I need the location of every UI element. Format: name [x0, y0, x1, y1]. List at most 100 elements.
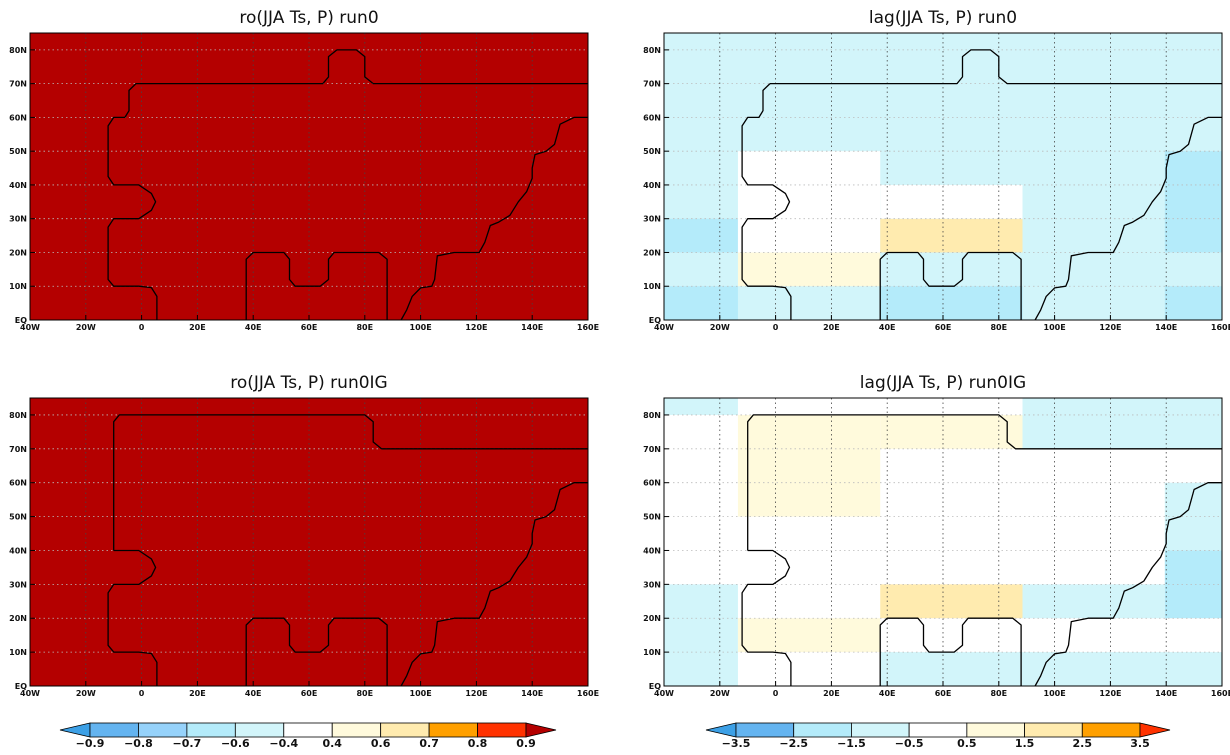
colorbar-segment [428, 722, 478, 738]
data-cell [737, 618, 881, 653]
x-tick-label: 0 [773, 689, 779, 698]
y-tick-label: 30N [9, 215, 27, 224]
data-cell [880, 652, 1023, 686]
colorbar-ro: −0.9 −0.8 −0.7 −0.6 −0.4 0.4 0.6 0.7 0.8 0.9 [59, 722, 557, 750]
colorbar-segment [966, 722, 1025, 738]
data-cell [737, 414, 881, 517]
data-cell [1164, 550, 1222, 619]
x-tick-label: 140E [521, 323, 543, 332]
panel-lag-run0ig: lag(JJA Ts, P) run0IG 40W 20W 0 20E 40E 60E 80E… [643, 373, 1230, 698]
x-tick-label: 60E [301, 689, 318, 698]
y-tick-label: EQ [15, 682, 27, 691]
colorbar-segment [793, 722, 852, 738]
colorbar-segment [59, 722, 91, 738]
y-tick-label: 20N [9, 614, 27, 623]
colorbar-segment [1139, 722, 1171, 738]
colorbar-segment [283, 722, 333, 738]
coastline [1034, 116, 1222, 321]
y-tick-label: 10N [643, 282, 661, 291]
x-tick-label: 0 [139, 689, 145, 698]
coastline [741, 83, 792, 320]
colorbar-segment [331, 722, 382, 738]
data-cell [664, 584, 738, 686]
data-cell [880, 286, 1023, 320]
x-tick-label: 60E [935, 323, 952, 332]
coastline [400, 116, 588, 321]
x-tick-label: 140E [1155, 689, 1177, 698]
colorbar-segment [735, 722, 795, 738]
y-tick-label: 10N [643, 648, 661, 657]
colorbar-segment [705, 722, 737, 738]
data-cell [664, 398, 738, 415]
colorbar-label: −0.4 [269, 737, 298, 750]
y-tick-label: 30N [643, 215, 661, 224]
y-tick-label: 50N [643, 147, 661, 156]
x-tick-label: 120E [465, 689, 487, 698]
y-tick-label: 40N [643, 181, 661, 190]
data-cell [880, 584, 1023, 619]
x-tick-label: 40E [245, 689, 262, 698]
x-tick-label: 160E [577, 689, 599, 698]
x-tick-label: 160E [1211, 323, 1230, 332]
y-tick-label: EQ [649, 682, 661, 691]
colorbar-segment [186, 722, 236, 738]
colorbar-label: 0.4 [322, 737, 342, 750]
y-tick-label: 20N [643, 614, 661, 623]
y-tick-label: 80N [643, 411, 661, 420]
colorbar-lag: −3.5 −2.5 −1.5 −0.5 0.5 1.5 2.5 3.5 [705, 722, 1171, 750]
x-tick-label: 60E [301, 323, 318, 332]
y-tick-label: EQ [649, 316, 661, 325]
coastline [107, 549, 158, 686]
y-tick-label: 30N [643, 580, 661, 589]
colorbar-label: −3.5 [722, 737, 751, 750]
y-tick-label: 60N [643, 479, 661, 488]
colorbar-label: 2.5 [1073, 737, 1093, 750]
chart-title: lag(JJA Ts, P) run0IG [860, 373, 1026, 393]
data-cell [737, 151, 881, 185]
colorbar-label: −2.5 [779, 737, 808, 750]
data-cell [1164, 286, 1222, 320]
colorbar-segment [380, 722, 430, 738]
x-tick-label: 80E [356, 689, 373, 698]
colorbar-label: −0.8 [124, 737, 153, 750]
y-tick-label: 60N [643, 113, 661, 122]
coastline [107, 83, 158, 320]
y-tick-label: 70N [643, 80, 661, 89]
colorbar-label: 3.5 [1130, 737, 1150, 750]
x-tick-label: 20W [76, 689, 96, 698]
x-tick-label: 60E [935, 689, 952, 698]
y-tick-label: EQ [15, 316, 27, 325]
colorbar-segment [908, 722, 968, 738]
y-tick-label: 80N [9, 46, 27, 55]
y-tick-label: 80N [9, 411, 27, 420]
x-tick-label: 140E [521, 689, 543, 698]
data-cell [1022, 398, 1222, 449]
x-tick-label: 40E [879, 323, 896, 332]
colorbar-label: −0.9 [76, 737, 105, 750]
y-tick-label: 70N [9, 445, 27, 454]
x-tick-label: 20E [823, 689, 840, 698]
x-tick-label: 80E [990, 689, 1007, 698]
data-cell [880, 414, 1023, 449]
x-tick-label: 0 [139, 323, 145, 332]
y-tick-label: 20N [9, 248, 27, 257]
panel-lag-run0: lag(JJA Ts, P) run0 40W 20W 0 20E 40E 60E 80E 10… [643, 8, 1230, 332]
data-cell [1022, 652, 1222, 686]
chart-title: lag(JJA Ts, P) run0 [869, 8, 1017, 28]
x-tick-label: 160E [1211, 689, 1230, 698]
y-tick-label: 70N [643, 445, 661, 454]
x-tick-label: 40E [879, 689, 896, 698]
x-tick-label: 120E [1099, 689, 1121, 698]
coastline [741, 549, 792, 686]
x-tick-label: 20W [76, 323, 96, 332]
data-cell [664, 286, 738, 320]
colorbar-segment [851, 722, 910, 738]
x-tick-label: 160E [577, 323, 599, 332]
colorbar-label: 0.9 [516, 737, 536, 750]
coastline [1034, 482, 1222, 687]
y-tick-label: 80N [643, 46, 661, 55]
coastline [245, 617, 388, 686]
x-tick-label: 100E [410, 689, 432, 698]
coastline [245, 251, 388, 320]
x-tick-label: 40W [654, 323, 674, 332]
